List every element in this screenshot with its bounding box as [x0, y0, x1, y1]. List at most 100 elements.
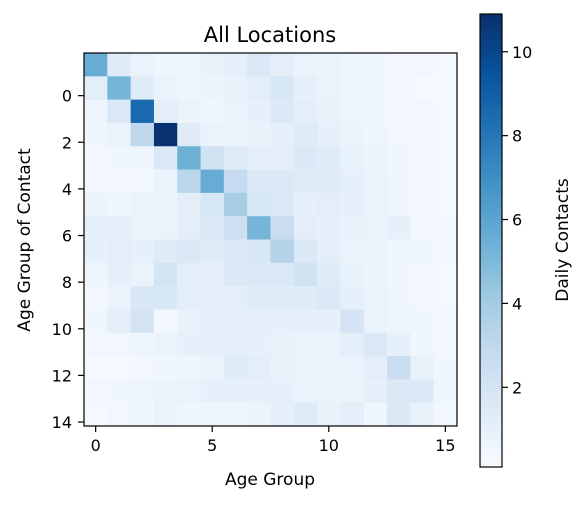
- heatmap-cell: [153, 122, 178, 147]
- heatmap-cell: [130, 169, 155, 194]
- heatmap-cell: [340, 216, 365, 240]
- heatmap-cell: [363, 239, 388, 264]
- heatmap-cell: [317, 286, 341, 310]
- heatmap-cell: [200, 402, 225, 427]
- heatmap-cell: [317, 356, 341, 380]
- heatmap-cell: [223, 122, 248, 147]
- colorbar-ticks: 2 4 6 8 10: [502, 43, 532, 397]
- heatmap-cell: [270, 402, 295, 427]
- heatmap-cell: [223, 309, 248, 334]
- colorbar-label: Daily Contacts: [553, 178, 573, 302]
- heatmap-cell: [293, 402, 318, 427]
- heatmap-cell: [130, 99, 155, 124]
- heatmap-cell: [433, 122, 458, 147]
- colorbar-tick-label: 4: [512, 294, 522, 313]
- heatmap-cell: [153, 239, 178, 264]
- heatmap-cell: [107, 239, 132, 264]
- heatmap-cell: [84, 309, 108, 334]
- heatmap-cell: [84, 99, 108, 124]
- heatmap-cell: [130, 122, 155, 147]
- heatmap-cell: [177, 99, 202, 124]
- heatmap-cell: [247, 169, 271, 194]
- x-axis-label: Age Group: [225, 470, 315, 490]
- heatmap-cell: [153, 99, 178, 124]
- heatmap-cell: [270, 216, 295, 240]
- heatmap-cell: [200, 356, 225, 380]
- heatmap-cell: [223, 239, 248, 264]
- heatmap-cells: [84, 53, 458, 427]
- heatmap-cell: [130, 239, 155, 264]
- heatmap-cell: [317, 309, 341, 334]
- y-tick-label: 10: [52, 320, 72, 339]
- heatmap-cell: [363, 146, 388, 171]
- heatmap-cell: [247, 356, 271, 380]
- heatmap-cell: [387, 239, 411, 264]
- heatmap-cell: [153, 169, 178, 194]
- heatmap-cell: [247, 146, 271, 171]
- heatmap-cell: [130, 379, 155, 404]
- heatmap-cell: [84, 402, 108, 427]
- heatmap-cell: [247, 76, 271, 101]
- heatmap-cell: [363, 379, 388, 404]
- heatmap-cell: [223, 169, 248, 194]
- heatmap-cell: [387, 216, 411, 240]
- heatmap-cell: [200, 309, 225, 334]
- heatmap-cell: [317, 402, 341, 427]
- heatmap-cell: [433, 146, 458, 171]
- heatmap-cell: [247, 402, 271, 427]
- heatmap-cell: [200, 332, 225, 357]
- heatmap-cell: [270, 356, 295, 380]
- y-tick-label: 0: [62, 87, 72, 106]
- y-axis-label: Age Group of Contact: [15, 148, 35, 332]
- heatmap-cell: [153, 356, 178, 380]
- heatmap-cell: [387, 379, 411, 404]
- heatmap-cell: [340, 146, 365, 171]
- heatmap-cell: [153, 192, 178, 217]
- heatmap-cell: [317, 99, 341, 124]
- x-tick-label: 15: [435, 436, 455, 455]
- heatmap-cell: [433, 402, 458, 427]
- heatmap-cell: [223, 286, 248, 310]
- heatmap-cell: [153, 286, 178, 310]
- heatmap-cell: [107, 146, 132, 171]
- heatmap-cell: [433, 262, 458, 287]
- heatmap-cell: [387, 76, 411, 101]
- heatmap-cell: [433, 309, 458, 334]
- heatmap-cell: [247, 99, 271, 124]
- heatmap-cell: [317, 53, 341, 77]
- heatmap-cell: [363, 122, 388, 147]
- colorbar-tick-label: 8: [512, 127, 522, 146]
- heatmap-cell: [363, 356, 388, 380]
- heatmap-cell: [223, 192, 248, 217]
- heatmap-cell: [340, 99, 365, 124]
- heatmap-cell: [410, 402, 435, 427]
- heatmap-cell: [107, 122, 132, 147]
- heatmap-cell: [410, 286, 435, 310]
- heatmap-cell: [410, 169, 435, 194]
- heatmap-cell: [293, 379, 318, 404]
- heatmap-cell: [130, 216, 155, 240]
- heatmap-cell: [387, 99, 411, 124]
- heatmap-cell: [270, 379, 295, 404]
- heatmap-cell: [317, 146, 341, 171]
- heatmap-cell: [177, 356, 202, 380]
- heatmap-cell: [387, 332, 411, 357]
- heatmap-cell: [270, 122, 295, 147]
- heatmap-cell: [363, 76, 388, 101]
- heatmap-cell: [270, 192, 295, 217]
- heatmap-cell: [410, 122, 435, 147]
- heatmap-cell: [433, 239, 458, 264]
- heatmap-cell: [153, 53, 178, 77]
- heatmap-cell: [177, 402, 202, 427]
- chart-title: All Locations: [204, 23, 336, 47]
- heatmap-cell: [340, 379, 365, 404]
- y-tick-label: 2: [62, 133, 72, 152]
- heatmap-cell: [223, 76, 248, 101]
- heatmap-cell: [340, 76, 365, 101]
- heatmap-cell: [247, 379, 271, 404]
- heatmap-cell: [340, 169, 365, 194]
- plot-frame: [83, 52, 458, 427]
- heatmap-cell: [363, 192, 388, 217]
- y-tick-label: 4: [62, 180, 72, 199]
